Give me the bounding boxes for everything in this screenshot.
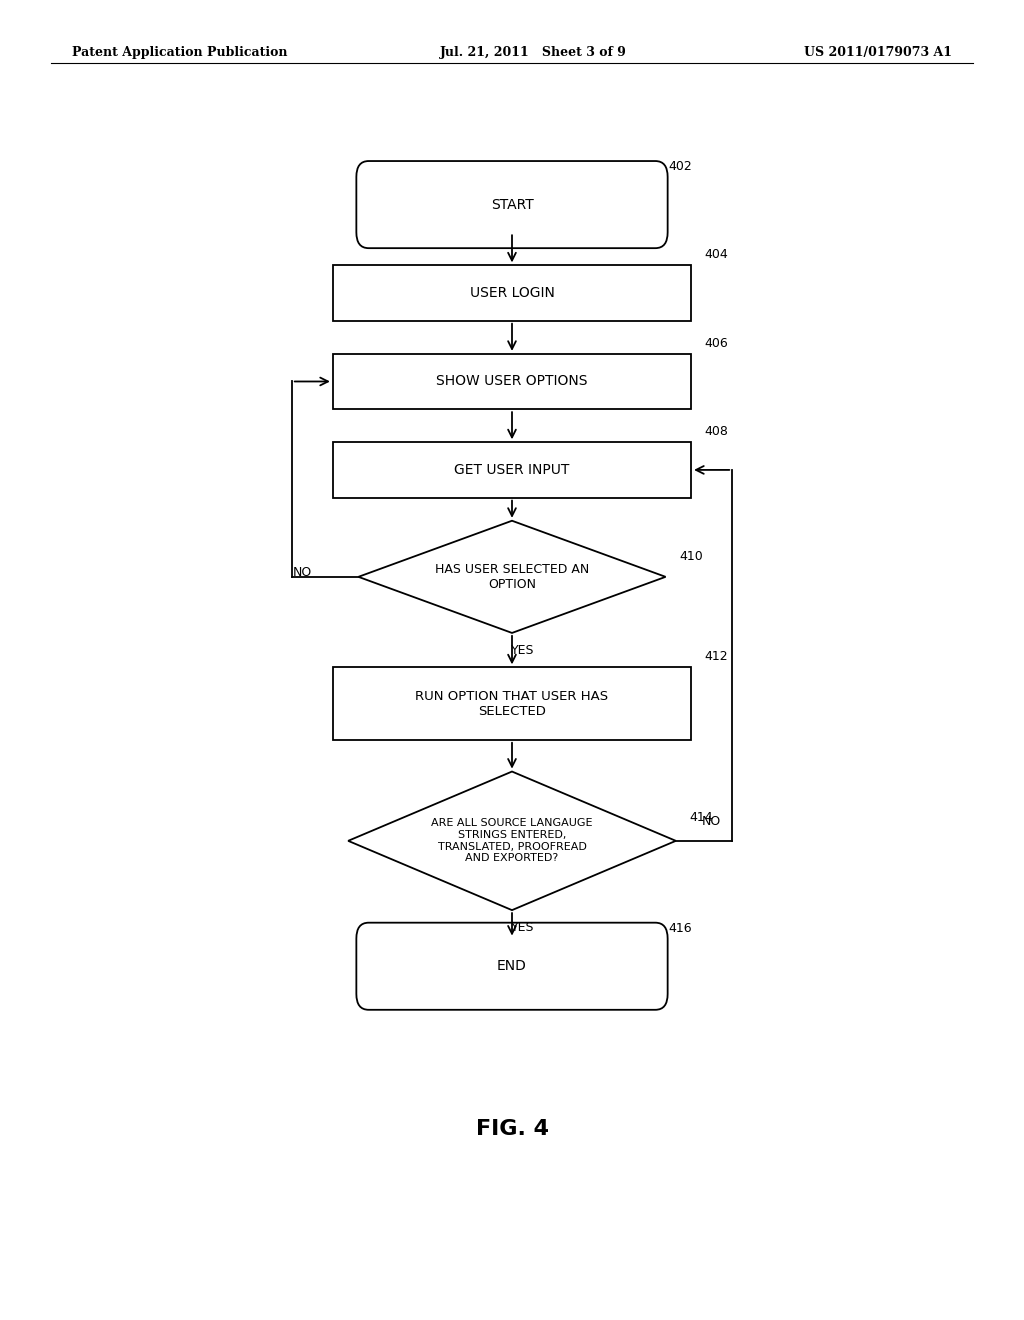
Text: 404: 404	[705, 248, 728, 261]
Text: 410: 410	[679, 550, 702, 562]
Polygon shape	[348, 771, 676, 911]
Text: US 2011/0179073 A1: US 2011/0179073 A1	[804, 46, 952, 59]
Text: NO: NO	[701, 814, 721, 828]
Text: END: END	[497, 960, 527, 973]
Text: 406: 406	[705, 337, 728, 350]
Text: 408: 408	[705, 425, 728, 438]
Text: 412: 412	[705, 651, 728, 663]
FancyBboxPatch shape	[356, 923, 668, 1010]
Text: ARE ALL SOURCE LANGAUGE
STRINGS ENTERED,
TRANSLATED, PROOFREAD
AND EXPORTED?: ARE ALL SOURCE LANGAUGE STRINGS ENTERED,…	[431, 818, 593, 863]
Text: NO: NO	[293, 566, 311, 579]
Text: 416: 416	[669, 921, 692, 935]
Text: 414: 414	[689, 810, 713, 824]
Bar	[333, 668, 691, 739]
Text: Jul. 21, 2011   Sheet 3 of 9: Jul. 21, 2011 Sheet 3 of 9	[440, 46, 627, 59]
Text: USER LOGIN: USER LOGIN	[470, 286, 554, 300]
Text: FIG. 4: FIG. 4	[475, 1118, 549, 1139]
Text: START: START	[490, 198, 534, 211]
Bar	[333, 265, 691, 321]
Polygon shape	[358, 521, 666, 634]
FancyBboxPatch shape	[356, 161, 668, 248]
Text: Patent Application Publication: Patent Application Publication	[72, 46, 287, 59]
Text: YES: YES	[511, 921, 534, 933]
Bar	[333, 442, 691, 498]
Text: 402: 402	[669, 160, 692, 173]
Text: HAS USER SELECTED AN
OPTION: HAS USER SELECTED AN OPTION	[435, 562, 589, 591]
Text: SHOW USER OPTIONS: SHOW USER OPTIONS	[436, 375, 588, 388]
Text: GET USER INPUT: GET USER INPUT	[455, 463, 569, 477]
Text: RUN OPTION THAT USER HAS
SELECTED: RUN OPTION THAT USER HAS SELECTED	[416, 689, 608, 718]
Bar	[333, 354, 691, 409]
Text: YES: YES	[511, 644, 534, 656]
